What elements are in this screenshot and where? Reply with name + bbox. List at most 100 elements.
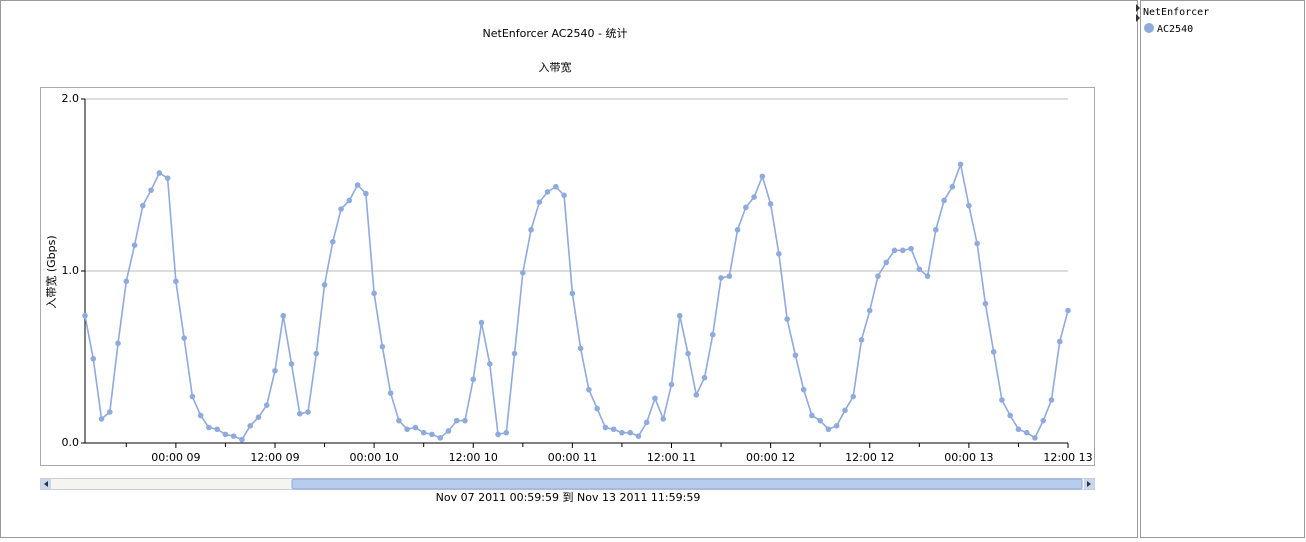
- data-point: [429, 431, 435, 438]
- data-point: [833, 423, 840, 429]
- data-point: [123, 278, 130, 285]
- data-point: [982, 300, 989, 307]
- data-point: [1032, 435, 1038, 441]
- chart-subtitle: 入带宽: [539, 60, 572, 74]
- data-point: [371, 290, 377, 297]
- data-point: [643, 419, 650, 426]
- data-point: [594, 405, 600, 412]
- chart-title: NetEnforcer AC2540 - 统计: [483, 27, 628, 40]
- data-point: [908, 245, 914, 252]
- data-point: [660, 416, 667, 422]
- data-point: [1015, 426, 1022, 433]
- data-point: [115, 340, 121, 347]
- x-tick-label: 00:00 10: [350, 451, 399, 464]
- data-point: [916, 266, 923, 273]
- data-point: [726, 273, 733, 279]
- data-point: [338, 206, 344, 212]
- data-point: [396, 417, 402, 424]
- data-point: [767, 201, 774, 207]
- data-point: [503, 429, 510, 436]
- data-point: [140, 202, 146, 209]
- data-point: [809, 412, 815, 419]
- data-point: [933, 226, 939, 233]
- data-point: [858, 337, 865, 343]
- data-point: [263, 402, 270, 408]
- range-label: Nov 07 2011 00:59:59 到 Nov 13 2011 11:59…: [436, 491, 701, 504]
- data-point: [420, 429, 427, 436]
- x-tick-label: 00:00 13: [944, 451, 993, 464]
- data-point: [387, 390, 394, 396]
- legend-title: NetEnforcer: [1143, 7, 1209, 18]
- data-point: [635, 433, 642, 439]
- data-point: [288, 361, 295, 367]
- x-tick-label: 12:00 10: [449, 451, 498, 464]
- data-point: [98, 416, 105, 422]
- data-point: [90, 355, 97, 362]
- data-point: [486, 361, 493, 367]
- legend-panel: [1140, 0, 1305, 538]
- data-point: [453, 417, 460, 424]
- data-point: [676, 312, 683, 319]
- data-point: [891, 247, 898, 254]
- data-point: [173, 278, 179, 285]
- data-point: [544, 189, 551, 195]
- data-point: [330, 238, 336, 245]
- data-point: [478, 319, 485, 326]
- data-point: [842, 407, 848, 414]
- legend-label[interactable]: AC2540: [1157, 24, 1193, 35]
- data-point: [751, 194, 757, 200]
- data-point: [280, 312, 287, 319]
- data-point: [181, 335, 187, 341]
- data-point: [131, 242, 138, 248]
- data-point: [1048, 397, 1055, 403]
- data-point: [462, 417, 468, 424]
- x-tick-label: 12:00 12: [845, 451, 894, 464]
- data-point: [528, 226, 534, 233]
- data-point: [866, 307, 873, 314]
- data-point: [239, 436, 245, 443]
- data-point: [610, 426, 617, 433]
- data-point: [247, 423, 254, 429]
- data-point: [164, 175, 171, 181]
- data-point: [363, 190, 369, 197]
- data-point: [792, 352, 799, 359]
- data-point: [148, 187, 154, 193]
- data-point: [445, 428, 452, 434]
- main-panel: [0, 0, 1138, 538]
- x-tick-label: 00:00 12: [746, 451, 795, 464]
- data-point: [759, 173, 766, 180]
- data-point: [379, 343, 386, 350]
- x-tick-label: 00:00 11: [548, 451, 597, 464]
- data-point: [743, 204, 749, 211]
- data-point: [800, 386, 807, 393]
- y-tick-label: 1.0: [62, 264, 80, 277]
- data-point: [734, 226, 741, 233]
- data-point: [709, 331, 716, 338]
- data-point: [321, 281, 328, 288]
- data-point: [850, 393, 857, 400]
- data-point: [924, 273, 931, 279]
- data-point: [82, 312, 88, 319]
- data-point: [899, 247, 906, 254]
- data-point: [949, 183, 956, 190]
- data-point: [701, 374, 708, 381]
- data-point: [941, 197, 947, 204]
- data-point: [602, 424, 609, 431]
- scroll-thumb[interactable]: [291, 478, 1083, 490]
- data-point: [520, 269, 526, 276]
- data-point: [990, 349, 997, 355]
- splitter-arrows[interactable]: [1136, 4, 1140, 22]
- data-point: [668, 381, 675, 388]
- data-point: [875, 273, 881, 279]
- data-point: [999, 397, 1005, 403]
- data-point: [569, 290, 576, 297]
- data-point: [206, 424, 212, 431]
- data-point: [586, 386, 592, 393]
- data-point: [619, 429, 625, 436]
- y-tick-label: 2.0: [62, 92, 80, 105]
- data-point: [296, 410, 303, 417]
- data-point: [627, 429, 633, 436]
- data-point: [106, 409, 113, 415]
- data-point: [652, 395, 658, 402]
